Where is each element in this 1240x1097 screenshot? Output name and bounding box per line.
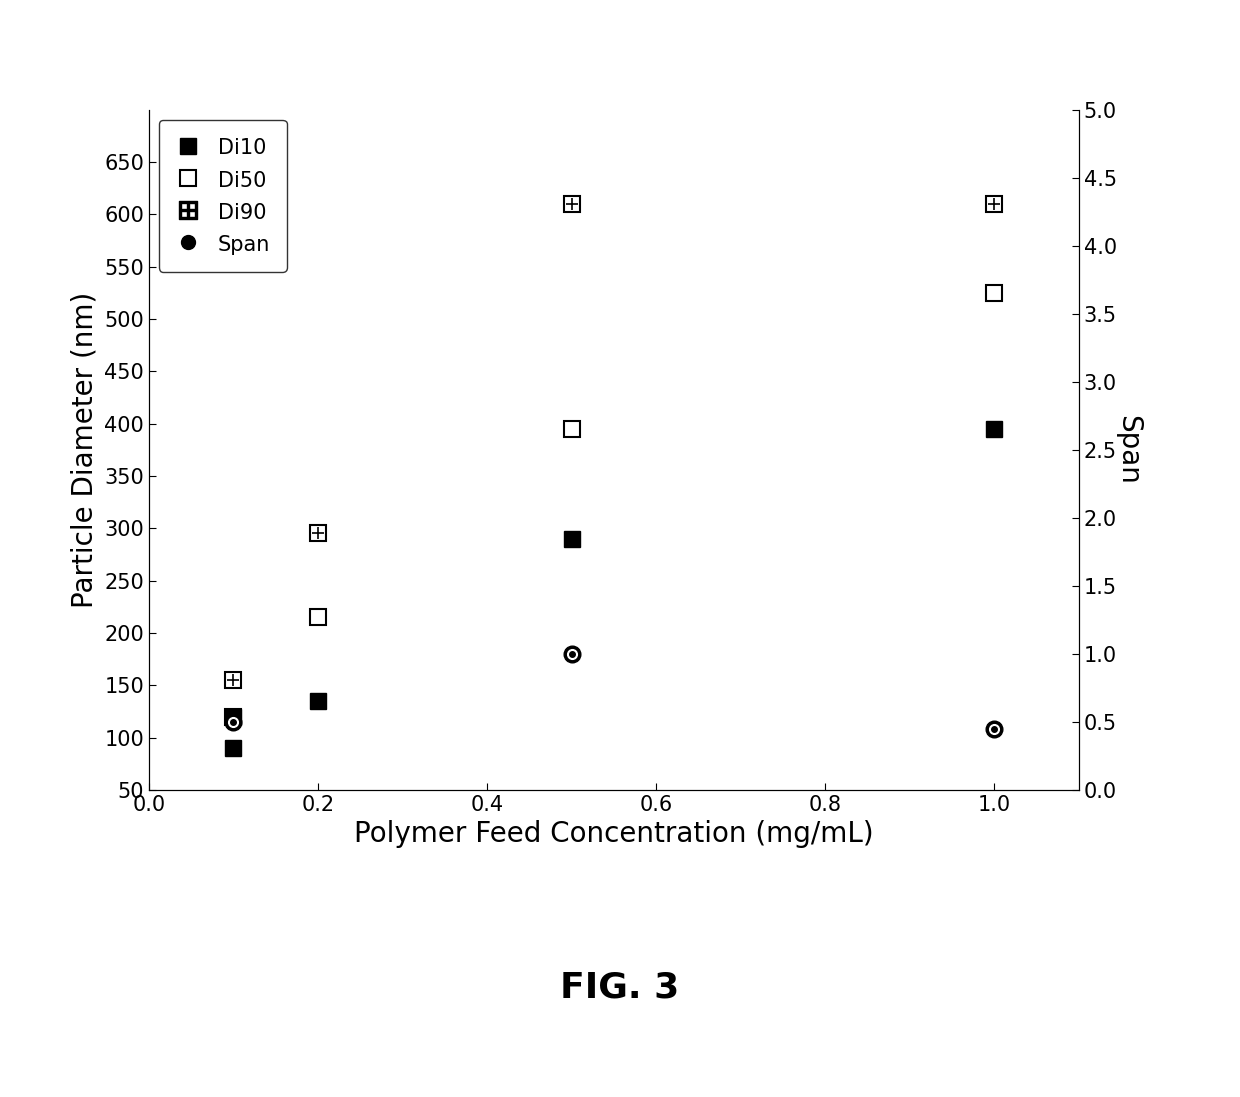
Legend: Di10, Di50, Di90, Span: Di10, Di50, Di90, Span — [159, 120, 286, 272]
Y-axis label: Span: Span — [1114, 415, 1142, 485]
Y-axis label: Particle Diameter (nm): Particle Diameter (nm) — [71, 292, 98, 608]
X-axis label: Polymer Feed Concentration (mg/mL): Polymer Feed Concentration (mg/mL) — [353, 821, 874, 848]
Text: FIG. 3: FIG. 3 — [560, 971, 680, 1004]
